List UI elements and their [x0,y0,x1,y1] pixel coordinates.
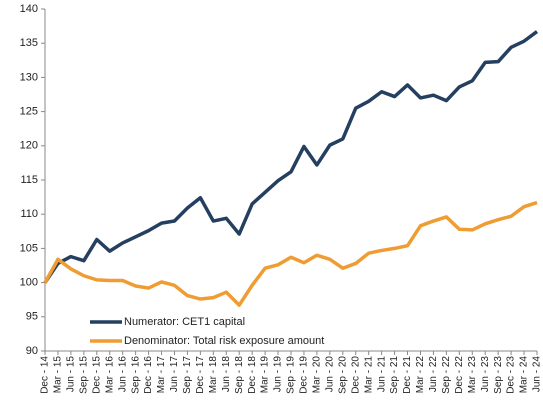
series-line [43,200,538,307]
y-tick-label: 100 [20,277,38,289]
y-tick-label: 105 [20,242,38,254]
x-tick-label: Mar - 21 [363,356,374,394]
x-tick-label: Dec - 18 [247,356,258,394]
x-tick-label: Dec - 20 [350,356,361,394]
x-tick-label: Mar - 20 [312,356,323,394]
y-tick-label: 135 [20,37,38,49]
x-tick-label: Dec - 22 [454,356,465,394]
y-tick-label: 90 [26,345,38,357]
x-tick-label: Sep - 16 [130,356,141,394]
x-tick-label: Mar - 24 [519,356,530,394]
legend-label: Denominator: Total risk exposure amount [124,335,324,347]
x-tick-label: Sep - 19 [286,356,297,394]
x-tick-label: Sep - 22 [441,356,452,394]
x-tick-label: Mar - 15 [53,356,64,394]
x-tick-label: Mar - 17 [156,356,167,394]
y-tick-label: 110 [20,208,38,220]
series-line [43,30,539,284]
x-tick-label: Mar - 23 [467,356,478,394]
x-tick-label: Jun - 17 [169,356,180,393]
y-tick-label: 120 [20,140,38,152]
y-tick-label: 130 [20,71,38,83]
x-tick-label: Jun - 15 [66,356,77,393]
y-tick-label: 115 [20,174,38,186]
x-tick-label: Jun - 16 [117,356,128,393]
x-tick-label: Mar - 19 [260,356,271,394]
x-tick-label: Dec - 14 [40,356,51,394]
x-tick-label: Mar - 16 [104,356,115,394]
x-tick-label: Dec - 19 [299,356,310,394]
x-tick-label: Sep - 23 [493,356,504,394]
y-tick-label: 95 [26,311,38,323]
x-tick-label: Mar - 22 [415,356,426,394]
x-tick-label: Dec - 17 [195,356,206,394]
x-tick-label: Sep - 20 [337,356,348,394]
x-tick-label: Dec - 16 [143,356,154,394]
x-tick-label: Sep - 15 [78,356,89,394]
legend-label: Numerator: CET1 capital [124,316,245,328]
x-tick-label: Jun - 24 [532,356,543,393]
x-tick-label: Mar - 18 [208,356,219,394]
x-tick-label: Sep - 21 [389,356,400,394]
x-tick-label: Jun - 18 [221,356,232,393]
x-tick-label: Jun - 21 [376,356,387,393]
x-tick-label: Dec - 23 [506,356,517,394]
y-tick-label: 125 [20,106,38,118]
x-tick-label: Sep - 18 [234,356,245,394]
y-tick-label: 140 [20,3,38,15]
x-tick-label: Jun - 19 [273,356,284,393]
x-tick-label: Jun - 22 [428,356,439,393]
x-tick-label: Jun - 20 [324,356,335,393]
x-tick-label: Sep - 17 [182,356,193,394]
x-tick-label: Jun - 23 [480,356,491,393]
x-tick-label: Dec - 15 [91,356,102,394]
x-tick-label: Dec - 21 [402,356,413,394]
